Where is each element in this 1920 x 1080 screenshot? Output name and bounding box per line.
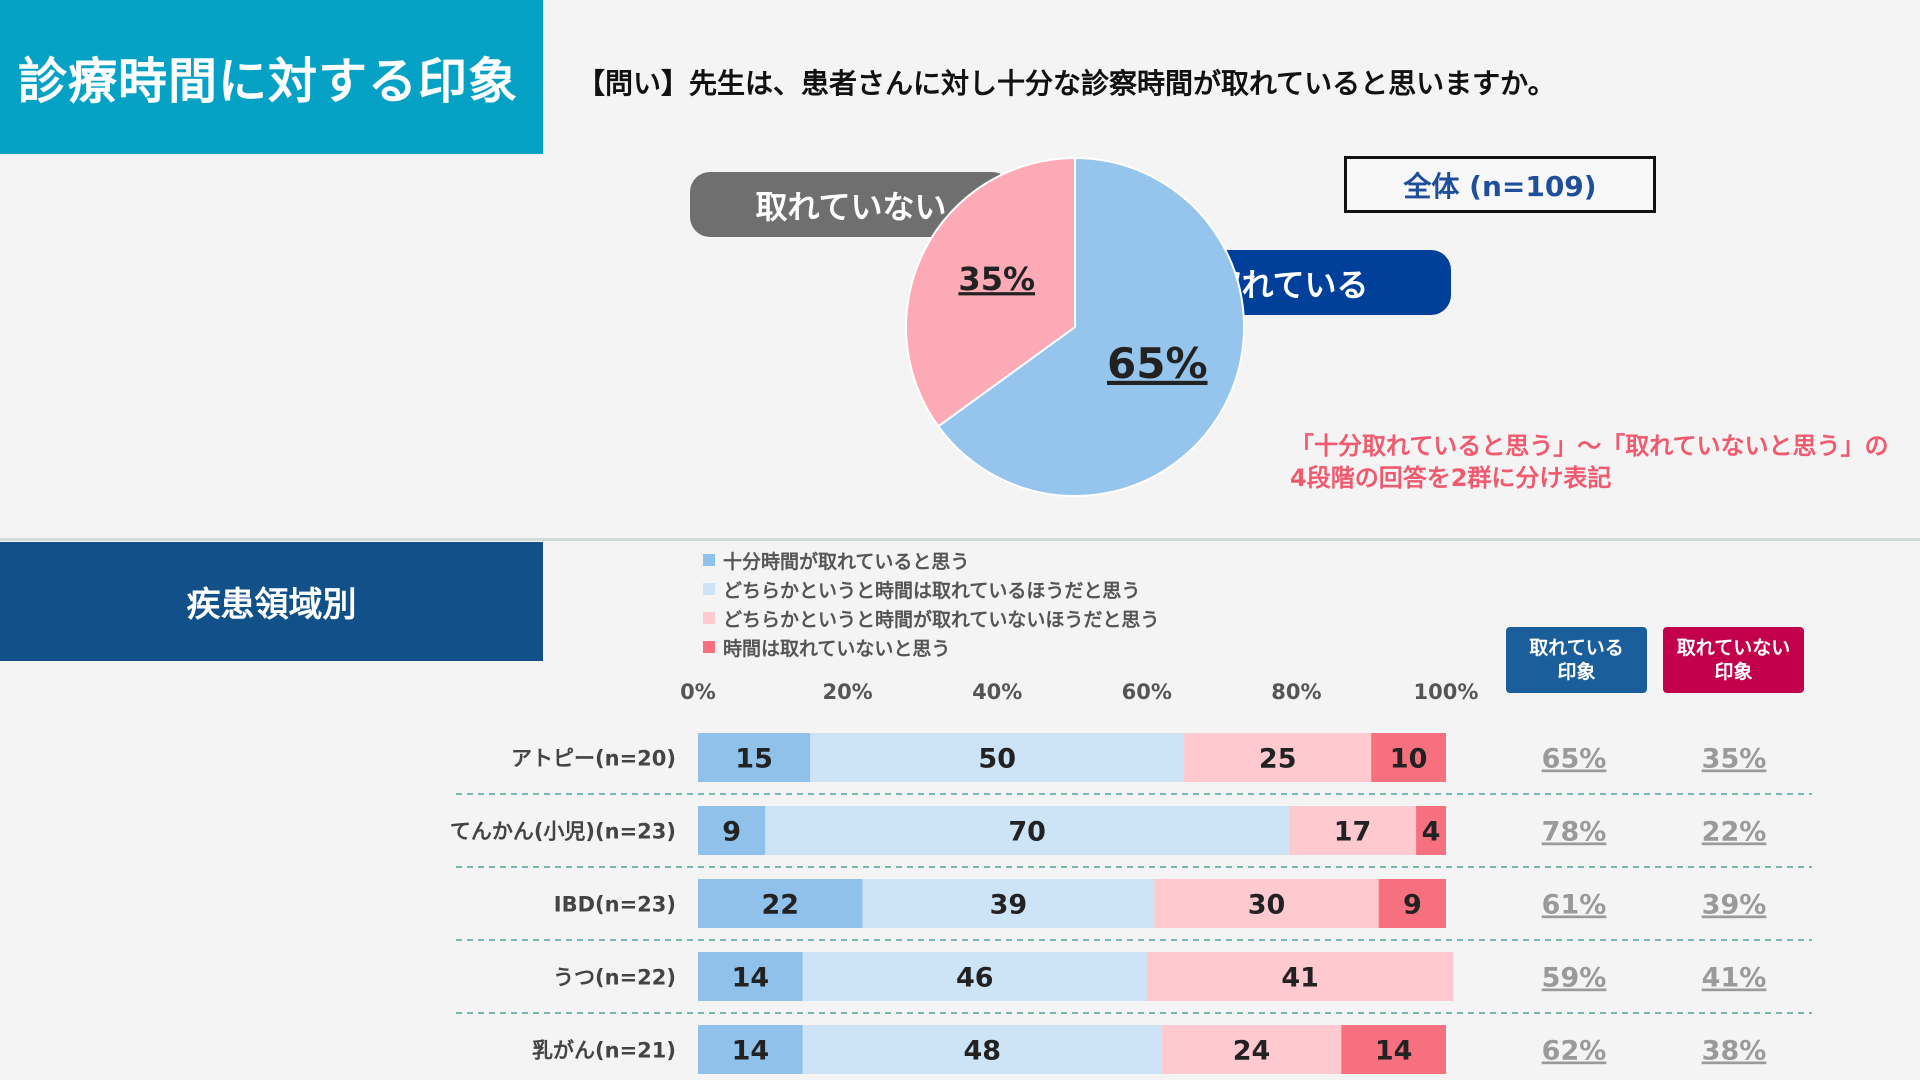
category-label: 乳がん(n=21) <box>532 1039 676 1063</box>
legend-swatch-0 <box>703 554 715 566</box>
bar-value-label: 14 <box>732 1036 770 1067</box>
legend-item-0: 十分時間が取れていると思う <box>703 547 969 573</box>
bar-value-label: 48 <box>963 1036 1001 1067</box>
x-tick-label: 60% <box>1122 680 1172 704</box>
bar-value-label: 25 <box>1259 744 1297 775</box>
yes-total-label: 61% <box>1542 890 1607 921</box>
note-line-2: 4段階の回答を2群に分け表記 <box>1290 464 1612 492</box>
x-tick-label: 80% <box>1271 680 1321 704</box>
bar-value-label: 30 <box>1248 890 1286 921</box>
bar-segment <box>698 733 811 782</box>
legend-item-1: どちらかというと時間は取れているほうだと思う <box>703 576 1140 602</box>
yes-total-label: 59% <box>1542 963 1607 994</box>
bar-segment <box>810 733 1185 782</box>
not-total-label: 38% <box>1702 1036 1767 1067</box>
section-title: 疾患領域別 <box>0 542 543 661</box>
bar-segment <box>698 806 766 855</box>
x-tick-label: 20% <box>822 680 872 704</box>
not-total-label: 22% <box>1702 817 1767 848</box>
bar-segment <box>698 952 803 1001</box>
bar-value-label: 17 <box>1334 817 1372 848</box>
bar-value-label: 15 <box>735 744 773 775</box>
legend-swatch-1 <box>703 583 715 595</box>
bar-segment <box>1371 733 1446 782</box>
legend-swatch-3 <box>703 641 715 653</box>
header-yes-impression: 取れている 印象 <box>1506 627 1647 693</box>
category-label: てんかん(小児)(n=23) <box>450 820 676 844</box>
bar-segment <box>698 1025 803 1074</box>
header-not-line-1: 取れていない <box>1676 637 1791 659</box>
not-total-label: 35% <box>1702 744 1767 775</box>
bar-segment <box>1288 806 1417 855</box>
category-label: アトピー(n=20) <box>511 747 676 771</box>
pie-value-label-1: 35% <box>958 260 1035 298</box>
legend-item-2: どちらかというと時間が取れていないほうだと思う <box>703 605 1159 631</box>
bar-segment <box>1416 806 1446 855</box>
pie-slice-0 <box>936 156 1245 497</box>
legend-label-0: 十分時間が取れていると思う <box>723 550 970 573</box>
bar-value-label: 70 <box>1008 817 1046 848</box>
header-yes-line-1: 取れている <box>1529 637 1624 659</box>
not-total-label: 39% <box>1702 890 1767 921</box>
bar-value-label: 50 <box>978 744 1016 775</box>
header-yes-line-2: 印象 <box>1557 661 1596 683</box>
bar-segment <box>1154 879 1379 928</box>
bar-segment <box>1161 1025 1342 1074</box>
bar-segment <box>1146 952 1454 1001</box>
bar-value-label: 10 <box>1390 744 1428 775</box>
page-title: 診療時間に対する印象 <box>0 0 543 154</box>
bar-value-label: 39 <box>990 890 1028 921</box>
bar-value-label: 9 <box>1403 890 1422 921</box>
pie-value-label-0: 65% <box>1107 339 1208 388</box>
grouping-note: 「十分取れていると思う」〜「取れていないと思う」の 4段階の回答を2群に分け表記 <box>1290 430 1889 494</box>
yes-total-label: 62% <box>1542 1036 1607 1067</box>
question-text: 【問い】先生は、患者さんに対し十分な診察時間が取れていると思いますか。 <box>577 67 1556 100</box>
bar-value-label: 9 <box>722 817 741 848</box>
legend-swatch-2 <box>703 612 715 624</box>
pie-chart: 65% 35% <box>905 156 1245 497</box>
legend-label-1: どちらかというと時間は取れているほうだと思う <box>723 579 1141 602</box>
not-total-label: 41% <box>1702 963 1767 994</box>
bar-segment <box>1341 1025 1446 1074</box>
bar-segment <box>1184 733 1372 782</box>
bar-segment <box>862 879 1155 928</box>
bar-value-label: 24 <box>1233 1036 1271 1067</box>
bar-segment <box>802 1025 1162 1074</box>
category-label: うつ(n=22) <box>553 966 676 990</box>
note-line-1: 「十分取れていると思う」〜「取れていないと思う」の <box>1290 432 1889 460</box>
section-divider <box>0 538 1920 541</box>
bar-segment <box>802 952 1147 1001</box>
legend-label-3: 時間は取れていないと思う <box>723 637 951 660</box>
header-not-line-2: 印象 <box>1714 661 1753 683</box>
bar-segment <box>1378 879 1446 928</box>
x-tick-label: 0% <box>680 680 716 704</box>
yes-total-label: 78% <box>1542 817 1607 848</box>
bar-value-label: 14 <box>1375 1036 1413 1067</box>
bar-value-label: 4 <box>1422 817 1441 848</box>
bar-value-label: 22 <box>761 890 799 921</box>
bar-segment <box>765 806 1289 855</box>
x-tick-label: 40% <box>972 680 1022 704</box>
category-label: IBD(n=23) <box>554 893 676 917</box>
x-tick-label: 100% <box>1414 680 1479 704</box>
bar-value-label: 14 <box>732 963 770 994</box>
total-badge: 全体 (n=109) <box>1344 156 1656 213</box>
pie-slice-1 <box>905 156 1076 428</box>
legend-label-2: どちらかというと時間が取れていないほうだと思う <box>723 608 1160 631</box>
bar-value-label: 41 <box>1281 963 1319 994</box>
bar-segment <box>698 879 863 928</box>
yes-total-label: 65% <box>1542 744 1607 775</box>
header-not-impression: 取れていない 印象 <box>1663 627 1804 693</box>
bar-value-label: 46 <box>956 963 994 994</box>
legend-item-3: 時間は取れていないと思う <box>703 634 950 660</box>
